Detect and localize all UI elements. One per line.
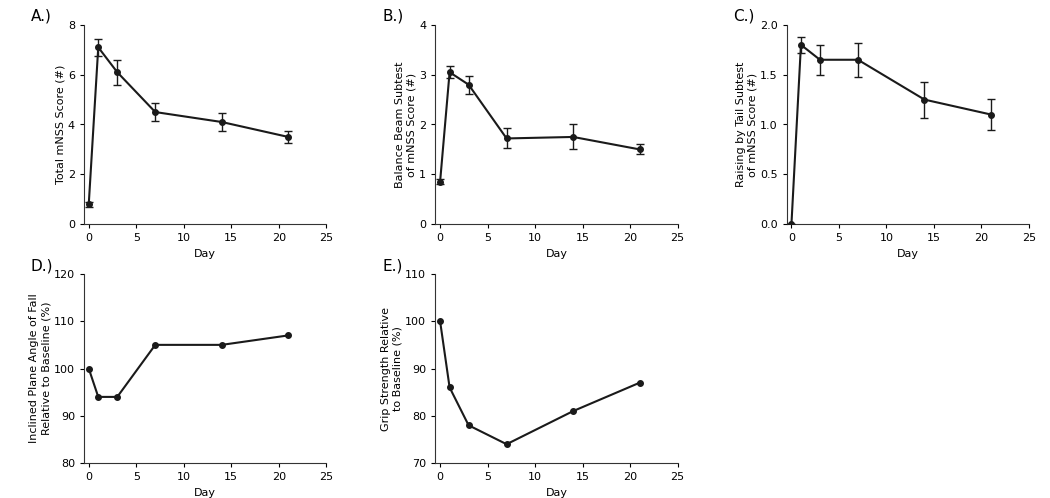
X-axis label: Day: Day — [546, 488, 567, 498]
X-axis label: Day: Day — [194, 488, 216, 498]
X-axis label: Day: Day — [546, 249, 567, 258]
Text: D.): D.) — [30, 259, 54, 274]
Text: B.): B.) — [382, 9, 403, 24]
Y-axis label: Grip Strength Relative
to Baseline (%): Grip Strength Relative to Baseline (%) — [381, 307, 402, 430]
Text: C.): C.) — [733, 9, 755, 24]
X-axis label: Day: Day — [194, 249, 216, 258]
Y-axis label: Raising by Tail Subtest
of mNSS Score (#): Raising by Tail Subtest of mNSS Score (#… — [736, 62, 757, 187]
Text: A.): A.) — [30, 9, 51, 24]
Y-axis label: Total mNSS Score (#): Total mNSS Score (#) — [55, 65, 65, 184]
Text: E.): E.) — [382, 259, 402, 274]
Y-axis label: Balance Beam Subtest
of mNSS Score (#): Balance Beam Subtest of mNSS Score (#) — [395, 61, 417, 188]
Y-axis label: Inclined Plane Angle of Fall
Relative to Baseline (%): Inclined Plane Angle of Fall Relative to… — [29, 294, 51, 443]
X-axis label: Day: Day — [897, 249, 919, 258]
